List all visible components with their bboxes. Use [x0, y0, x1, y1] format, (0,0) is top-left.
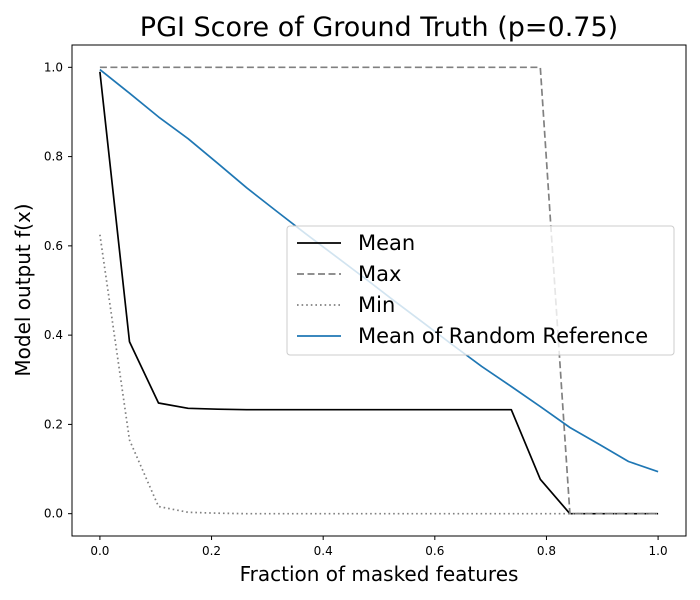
- y-tick-label: 0.8: [44, 150, 63, 164]
- y-axis-ticks: 0.0 0.2 0.4 0.6 0.8 1.0: [44, 60, 72, 521]
- y-axis-label: Model output f(x): [11, 203, 35, 376]
- x-axis-label: Fraction of masked features: [240, 562, 519, 586]
- x-tick-label: 0.0: [90, 544, 109, 558]
- series-line-mean: [99, 71, 659, 515]
- series-line-max: [99, 66, 659, 515]
- chart-title: PGI Score of Ground Truth (p=0.75): [140, 12, 618, 43]
- y-tick-label: 0.2: [44, 417, 63, 431]
- x-tick-label: 0.8: [537, 544, 556, 558]
- y-tick-label: 1.0: [44, 60, 63, 74]
- legend-label: Max: [358, 262, 401, 286]
- legend-label: Min: [358, 293, 395, 317]
- y-tick-label: 0.6: [44, 239, 63, 253]
- legend-label: Mean of Random Reference: [358, 324, 648, 348]
- x-tick-label: 1.0: [649, 544, 668, 558]
- legend-label: Mean: [358, 231, 415, 255]
- legend-box: [286, 225, 675, 356]
- y-tick-label: 0.0: [44, 507, 63, 521]
- x-tick-label: 0.6: [425, 544, 444, 558]
- x-tick-label: 0.2: [202, 544, 221, 558]
- x-axis-ticks: 0.0 0.2 0.4 0.6 0.8 1.0: [90, 536, 668, 558]
- plot-frame: [71, 44, 687, 537]
- x-tick-label: 0.4: [314, 544, 333, 558]
- y-tick-label: 0.4: [44, 328, 63, 342]
- legend: Mean Max Min Mean of Random Reference: [286, 225, 675, 356]
